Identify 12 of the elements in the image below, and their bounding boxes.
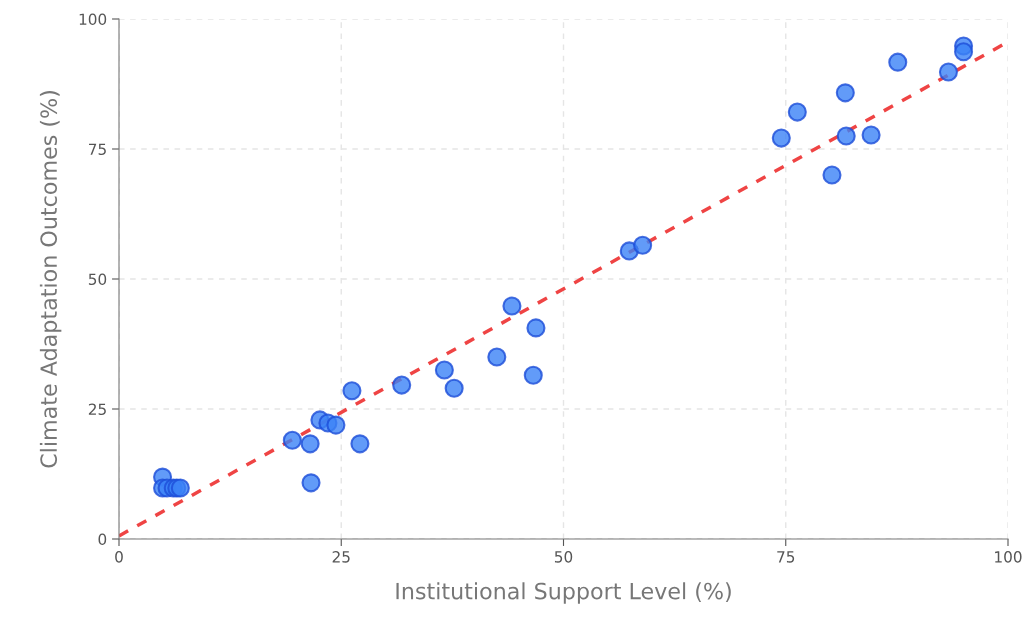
y-tick-label: 50: [88, 273, 107, 286]
y-axis-title: Climate Adaptation Outcomes (%): [39, 91, 62, 468]
y-tick-label: 100: [79, 13, 107, 26]
x-tick-label: 25: [332, 551, 350, 563]
x-axis-title: Institutional Support Level (%): [396, 582, 731, 604]
x-tick-label: 100: [995, 551, 1022, 563]
y-tick-label: 0: [98, 533, 107, 546]
y-tick-label: 75: [89, 143, 106, 156]
x-tick-label: 50: [554, 551, 573, 563]
y-tick-label: 25: [88, 403, 106, 416]
x-tick-label: 75: [777, 551, 795, 563]
x-tick-label: 0: [115, 551, 123, 563]
